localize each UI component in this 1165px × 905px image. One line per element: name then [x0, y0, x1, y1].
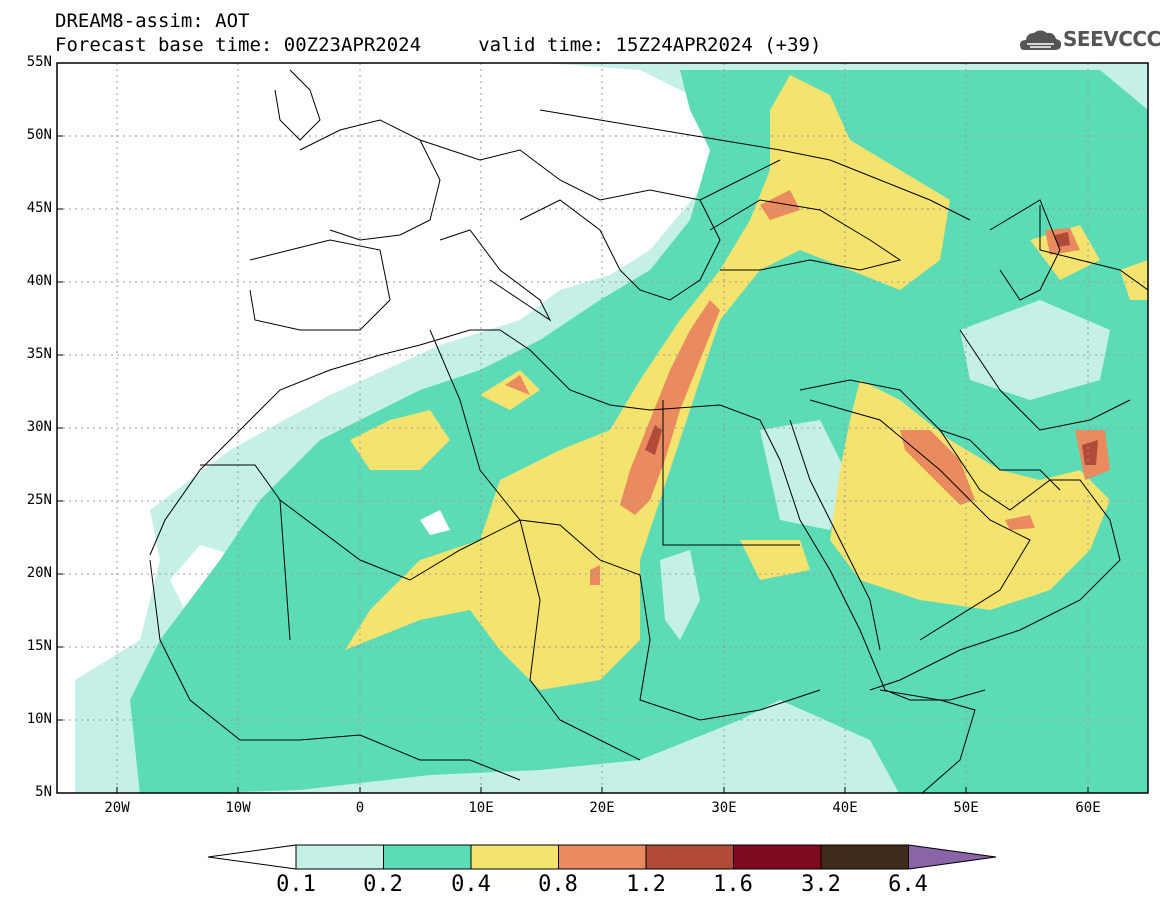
colorbar-label: 1.2	[626, 872, 666, 897]
lon-label: 10E	[468, 800, 494, 816]
coastline-british-isles	[274, 69, 321, 141]
map-title: DREAM8-assim: AOT	[55, 10, 250, 32]
aot-band-0.8	[620, 300, 720, 515]
forecast-times: Forecast base time: 00Z23APR2024 valid t…	[55, 34, 822, 56]
border-east-europe	[539, 109, 971, 221]
border-chad-sudan	[639, 574, 821, 721]
coastline-gulf-guinea	[149, 559, 521, 781]
colorbar-swatch-1	[383, 844, 472, 870]
colorbar-swatch-2	[470, 844, 559, 870]
lon-label: 20E	[589, 800, 615, 816]
colorbar-label: 0.2	[363, 872, 403, 897]
coastline-italy	[439, 229, 552, 322]
coastline-black-sea	[709, 199, 902, 271]
lat-label: 35N	[26, 346, 52, 362]
lon-label: 40E	[832, 800, 858, 816]
lat-label: 15N	[26, 638, 52, 654]
coastline-red-sea	[789, 419, 881, 651]
colorbar-high-arrow	[908, 844, 997, 870]
seevccc-logo: SEEVCCC	[1063, 27, 1161, 51]
lat-label: 45N	[26, 200, 52, 216]
lon-label: 60E	[1075, 800, 1101, 816]
lat-label: 50N	[26, 127, 52, 143]
lon-label: 10W	[225, 800, 251, 816]
lat-label: 30N	[26, 419, 52, 435]
coastline-horn-africa	[879, 689, 976, 793]
border-iran	[959, 329, 1131, 431]
border-niger-chad	[519, 519, 641, 761]
cloud-icon	[1020, 30, 1062, 50]
lat-label: 5N	[35, 784, 52, 800]
coastline-persian-gulf	[939, 429, 1061, 491]
colorbar-label: 6.4	[888, 872, 928, 897]
lon-label: 30E	[711, 800, 737, 816]
coastline-france	[299, 119, 441, 241]
border-sahel	[279, 499, 521, 581]
colorbar-low-arrow	[207, 844, 297, 870]
colorbar	[207, 844, 997, 870]
colorbar-label: 3.2	[801, 872, 841, 897]
colorbar-swatch-0	[295, 844, 384, 870]
colorbar-swatch-4	[645, 844, 734, 870]
colorbar-swatch-3	[558, 844, 647, 870]
aot-band-1.2	[645, 425, 662, 455]
lat-label: 25N	[26, 492, 52, 508]
aot-band-0.4	[345, 75, 950, 690]
lon-label: 0	[355, 800, 365, 816]
lat-label: 55N	[26, 54, 52, 70]
coastline-west-africa	[149, 329, 986, 701]
coastline-caspian	[989, 199, 1061, 301]
border-mauritania-mali	[200, 464, 291, 641]
border-libya-egypt	[662, 400, 800, 546]
lat-label: 20N	[26, 565, 52, 581]
border-europe	[419, 139, 781, 201]
border-saudi	[809, 399, 1031, 641]
colorbar-label: 0.8	[538, 872, 578, 897]
colorbar-swatch-6	[820, 844, 909, 870]
colorbar-swatch-5	[733, 844, 822, 870]
lat-label: 40N	[26, 273, 52, 289]
coastline-arabia	[799, 379, 1121, 691]
coastline-iberia	[249, 239, 391, 331]
lon-label: 50E	[953, 800, 979, 816]
colorbar-label: 0.4	[451, 872, 491, 897]
border-central-asia	[1039, 205, 1148, 291]
colorbar-label: 1.6	[713, 872, 753, 897]
lat-label: 10N	[26, 711, 52, 727]
lon-label: 20W	[104, 800, 130, 816]
colorbar-label: 0.1	[276, 872, 316, 897]
coastline-balkans	[519, 199, 721, 301]
